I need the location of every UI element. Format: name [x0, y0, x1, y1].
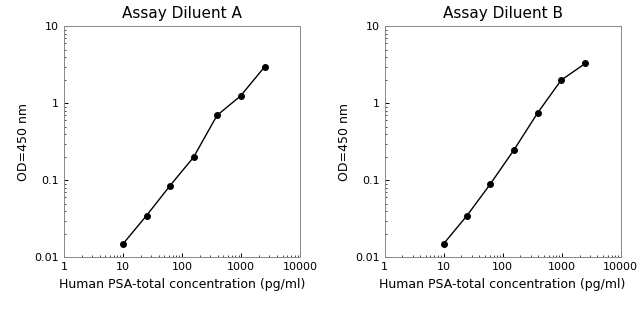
- X-axis label: Human PSA-total concentration (pg/ml): Human PSA-total concentration (pg/ml): [59, 278, 305, 291]
- Title: Assay Diluent B: Assay Diluent B: [443, 6, 563, 21]
- Title: Assay Diluent A: Assay Diluent A: [122, 6, 242, 21]
- Y-axis label: OD=450 nm: OD=450 nm: [17, 103, 30, 181]
- X-axis label: Human PSA-total concentration (pg/ml): Human PSA-total concentration (pg/ml): [380, 278, 626, 291]
- Y-axis label: OD=450 nm: OD=450 nm: [338, 103, 351, 181]
